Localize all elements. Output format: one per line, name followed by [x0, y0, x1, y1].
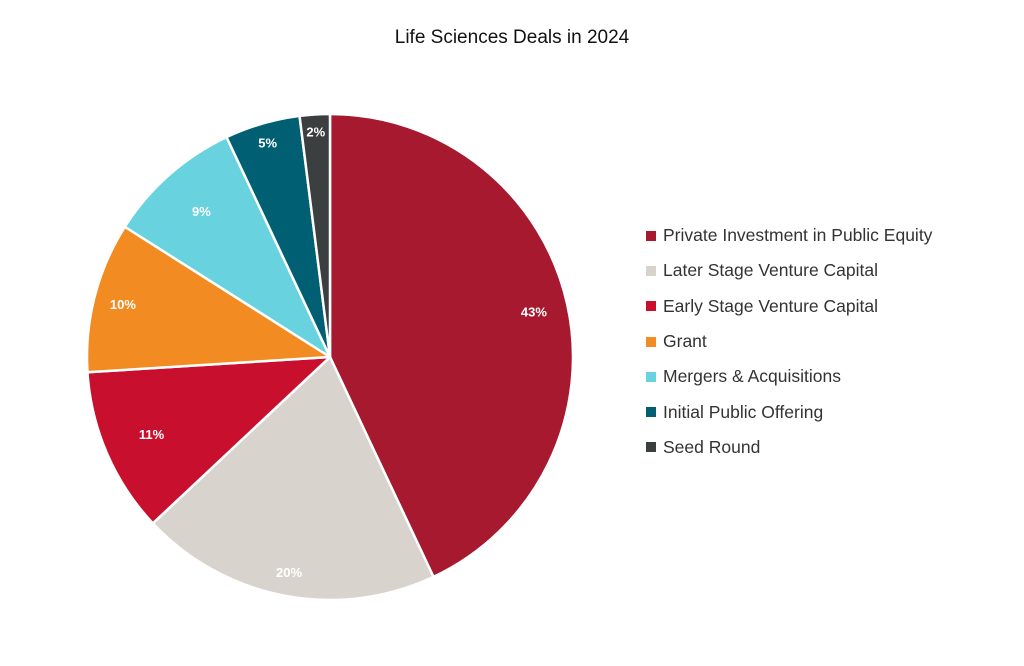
legend-item: Early Stage Venture Capital [646, 289, 932, 324]
legend-swatch [646, 371, 656, 382]
legend-label: Later Stage Venture Capital [663, 260, 879, 281]
legend-item: Private Investment in Public Equity [646, 218, 932, 253]
legend-swatch [646, 407, 656, 418]
legend-item: Mergers & Acquisitions [646, 359, 932, 394]
legend-item: Later Stage Venture Capital [646, 253, 932, 288]
pie-slice-private-investment-in-public-equity [328, 112, 575, 579]
legend: Private Investment in Public Equity Later… [646, 218, 932, 465]
legend-swatch [646, 301, 656, 312]
data-label: 10% [110, 297, 136, 312]
legend-swatch [646, 442, 656, 453]
legend-label: Seed Round [663, 436, 761, 457]
legend-swatch [646, 336, 656, 347]
data-label: 11% [139, 427, 165, 442]
legend-label: Private Investment in Public Equity [663, 225, 933, 246]
data-label: 2% [306, 124, 325, 139]
legend-item: Seed Round [646, 430, 932, 465]
legend-label: Grant [663, 331, 707, 352]
pie-slice-early-stage-venture-capital [86, 355, 332, 525]
legend-label: Initial Public Offering [663, 401, 824, 422]
legend-item: Grant [646, 324, 932, 359]
data-label: 43% [521, 304, 547, 319]
data-label: 9% [192, 204, 211, 219]
data-label: 20% [276, 565, 302, 580]
pie-slice-later-stage-venture-capital [151, 355, 435, 602]
pie-slice-seed-round [298, 112, 332, 359]
data-label: 5% [258, 135, 277, 150]
legend-label: Mergers & Acquisitions [663, 366, 841, 387]
legend-swatch [646, 230, 656, 241]
legend-swatch [646, 265, 656, 276]
legend-label: Early Stage Venture Capital [663, 295, 878, 316]
legend-item: Initial Public Offering [646, 394, 932, 429]
chart-title: Life Sciences Deals in 2024 [394, 27, 630, 48]
pie-slice-grant [85, 225, 332, 374]
pie-slice-mergers-acquisitions [123, 135, 332, 359]
